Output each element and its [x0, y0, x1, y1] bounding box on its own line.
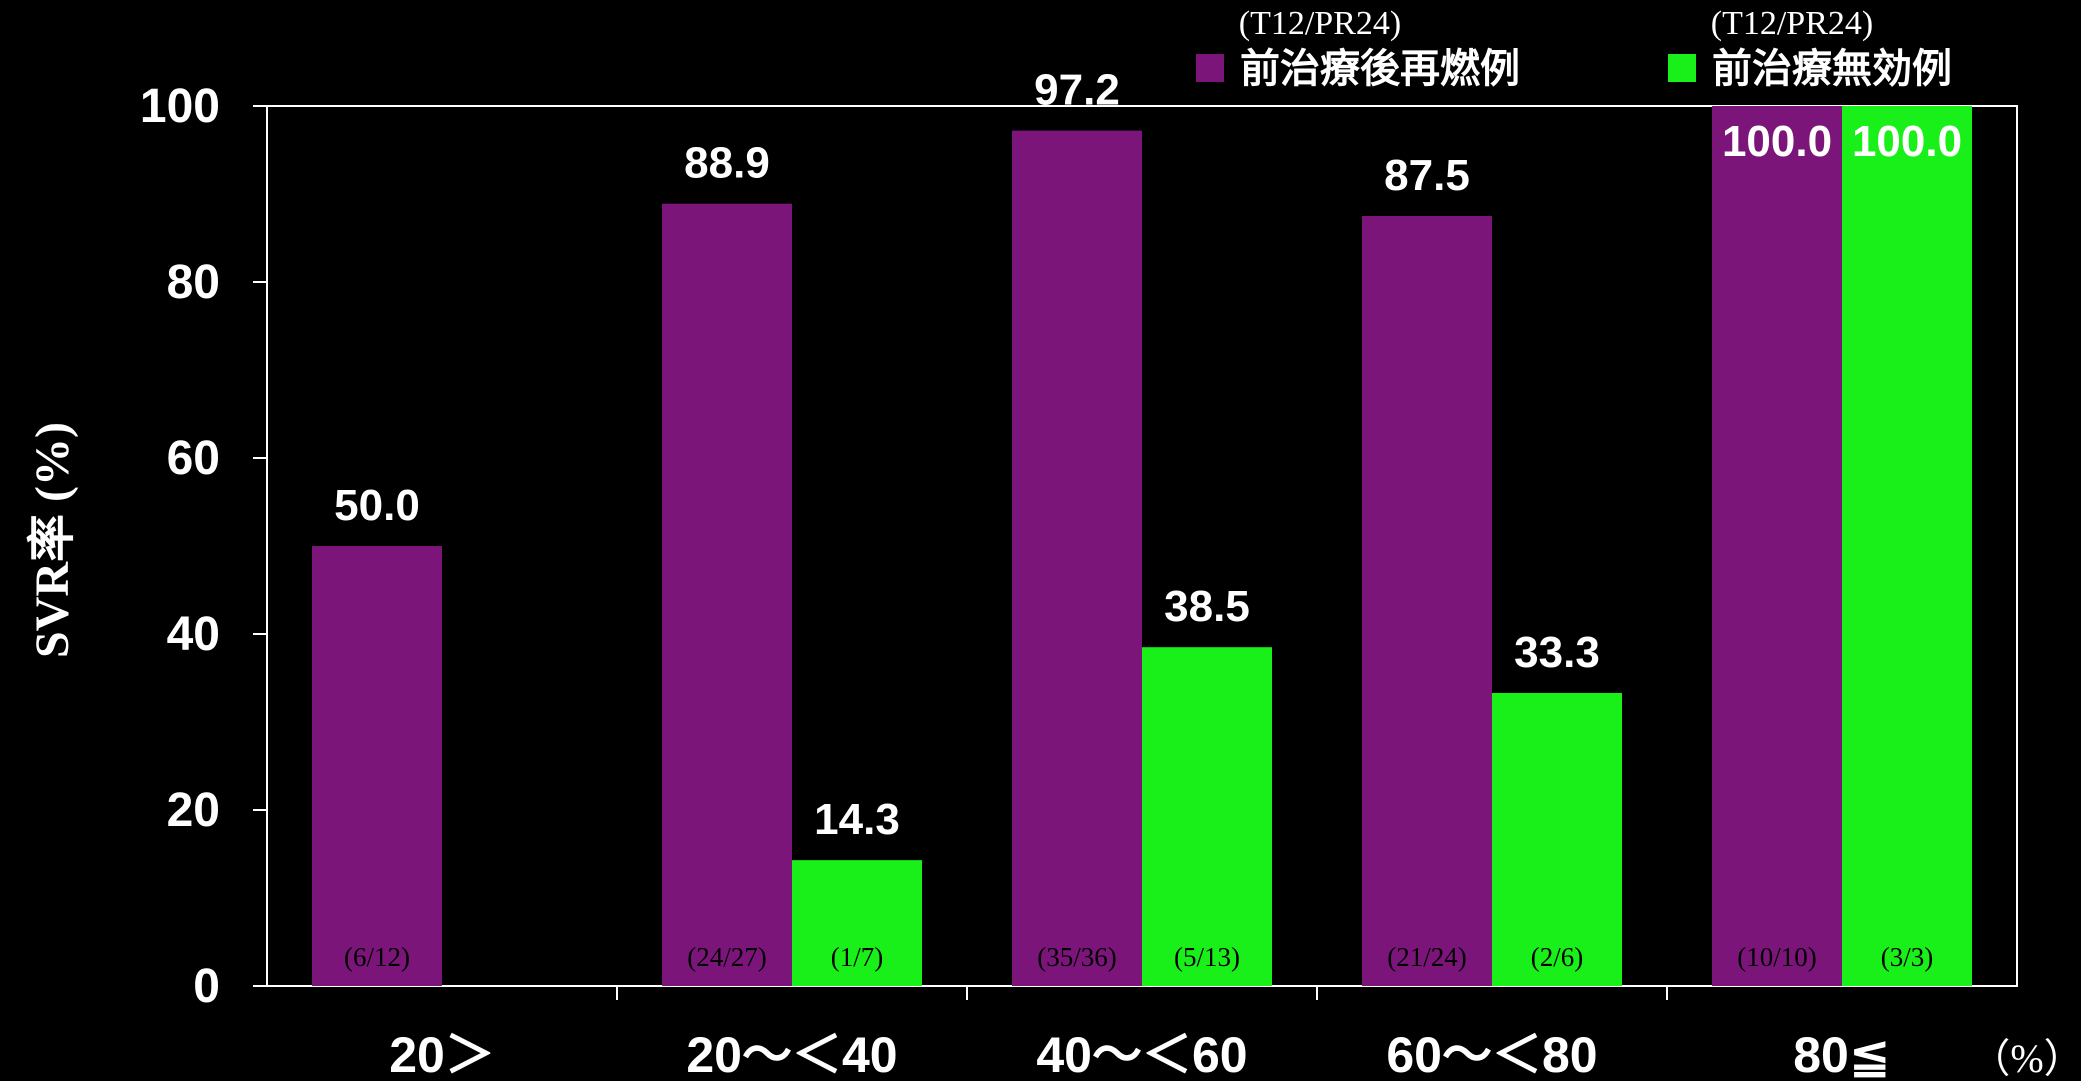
count-label: (0/3) [481, 942, 533, 972]
x-tick-label: 20～＜40 [686, 1027, 897, 1081]
bar [1012, 130, 1142, 986]
y-tick-label: 100 [140, 80, 220, 133]
y-tick-label: 40 [167, 608, 220, 661]
x-axis: 20＞ 20～＜40 40～＜60 60～＜80 80≦ [389, 986, 1891, 1081]
x-tick-label: 80≦ [1793, 1027, 1891, 1081]
bar [1712, 106, 1842, 986]
legend-regimen: (T12/PR24) [1239, 5, 1401, 42]
legend-swatch [1668, 54, 1696, 82]
bar [312, 546, 442, 986]
count-label: (6/12) [344, 942, 410, 972]
y-axis: 0 20 40 60 80 100 [140, 80, 267, 1013]
count-label: (21/24) [1387, 942, 1466, 972]
bar [1362, 216, 1492, 986]
legend-label: 前治療後再燃例 [1240, 47, 1520, 91]
data-label: 88.9 [684, 139, 770, 188]
y-axis-label: SVR率 (%) [26, 422, 79, 658]
bar [1142, 647, 1272, 986]
x-tick-label: 40～＜60 [1036, 1027, 1247, 1081]
data-label: 97.2 [1034, 66, 1120, 115]
y-tick-label: 20 [167, 784, 220, 837]
data-label: 100.0 [1852, 117, 1962, 166]
y-tick-label: 80 [167, 256, 220, 309]
data-label: 87.5 [1384, 151, 1470, 200]
y-tick-label: 60 [167, 432, 220, 485]
x-tick-label: 20＞ [389, 1027, 495, 1081]
data-label: 33.3 [1514, 628, 1600, 677]
data-label: 38.5 [1164, 582, 1250, 631]
data-label: 50.0 [334, 481, 420, 530]
legend-swatch [1196, 54, 1224, 82]
bar [792, 860, 922, 986]
count-label: (24/27) [687, 942, 766, 972]
count-label: (10/10) [1737, 942, 1816, 972]
bar [1842, 106, 1972, 986]
data-label: 100.0 [1722, 117, 1832, 166]
data-label: 14.3 [814, 795, 900, 844]
count-label: (1/7) [831, 942, 883, 972]
legend: (T12/PR24) 前治療後再燃例 (T12/PR24) 前治療無効例 [1196, 5, 1952, 91]
legend-regimen: (T12/PR24) [1711, 5, 1873, 42]
bar [662, 203, 792, 986]
count-label: (2/6) [1531, 942, 1583, 972]
y-tick-label: 0 [193, 960, 220, 1013]
bar [1492, 692, 1622, 986]
x-axis-unit: （%） [1970, 1036, 2081, 1081]
count-label: (5/13) [1174, 942, 1240, 972]
legend-label: 前治療無効例 [1712, 47, 1952, 91]
count-label: (3/3) [1881, 942, 1933, 972]
bars-group: 50.0 (6/12) 88.9 (24/27) 97.2 (35/36) 87.5 (21/… [312, 66, 1972, 986]
x-tick-label: 60～＜80 [1386, 1027, 1597, 1081]
count-label: (35/36) [1037, 942, 1116, 972]
